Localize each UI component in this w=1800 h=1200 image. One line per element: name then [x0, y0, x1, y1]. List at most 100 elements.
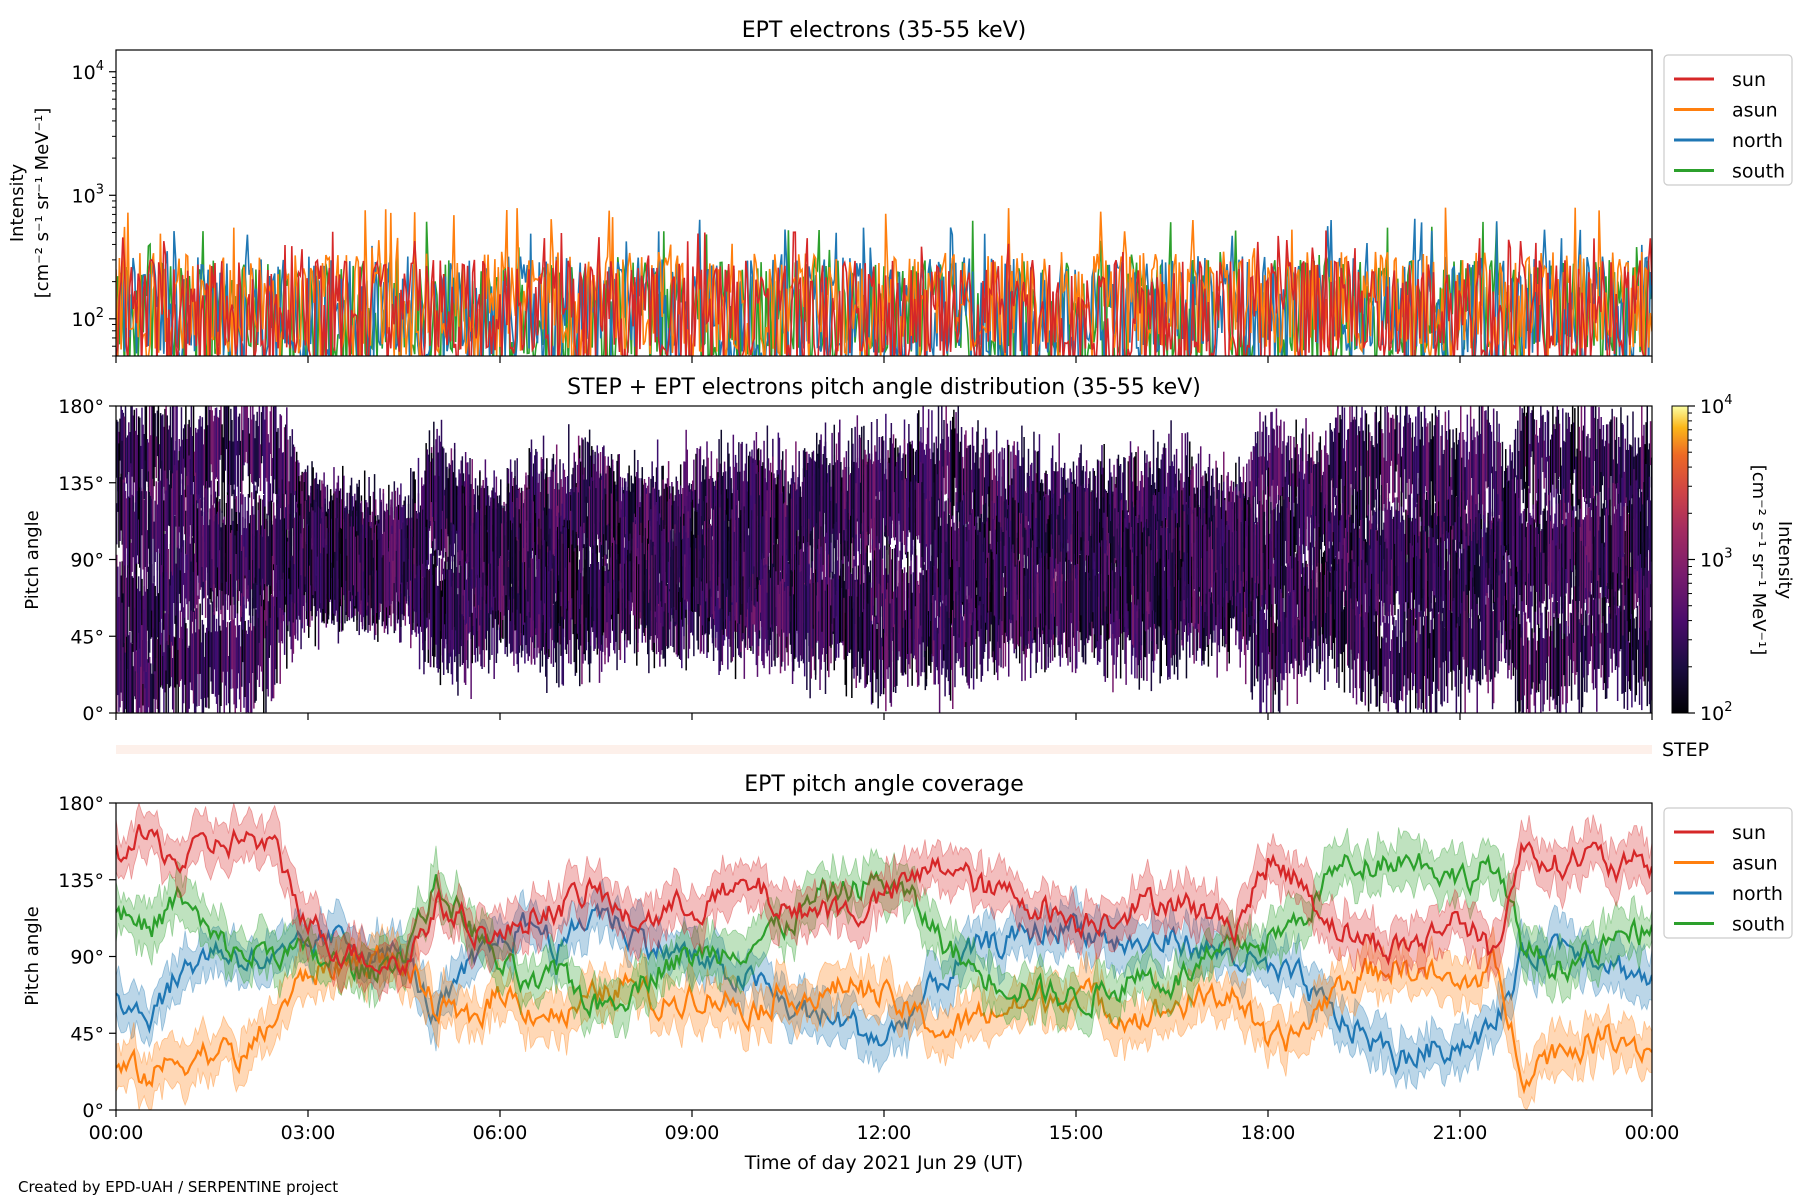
heatmap-cell	[124, 607, 127, 710]
heatmap-cell	[909, 441, 911, 533]
heatmap-cell	[892, 627, 895, 693]
heatmap-cell	[1032, 540, 1034, 639]
heatmap-cell	[835, 443, 838, 504]
heatmap-cell	[875, 499, 877, 559]
heatmap-cell	[1386, 509, 1388, 561]
heatmap-cell	[693, 534, 695, 587]
heatmap-cell	[701, 534, 704, 591]
heatmap-cell	[1427, 580, 1429, 679]
heatmap-cell	[230, 621, 232, 689]
heatmap-cell	[577, 573, 580, 650]
heatmap-cell	[1260, 467, 1262, 571]
heatmap-cell	[275, 588, 277, 670]
heatmap-cell	[137, 416, 140, 521]
heatmap-cell	[141, 491, 143, 536]
heatmap-cell	[645, 569, 648, 626]
heatmap-cell	[621, 487, 624, 594]
heatmap-cell	[1401, 647, 1404, 702]
heatmap-cell	[835, 616, 838, 658]
heatmap-cell	[1308, 434, 1311, 524]
heatmap-cell	[1322, 471, 1325, 535]
heatmap-cell	[160, 632, 163, 686]
heatmap-cell	[1065, 581, 1067, 654]
heatmap-cell	[798, 565, 800, 668]
heatmap-cell	[159, 413, 162, 469]
heatmap-cell	[1406, 620, 1408, 695]
heatmap-cell	[990, 488, 992, 574]
heatmap-cell	[896, 597, 898, 686]
heatmap-cell	[581, 437, 583, 550]
heatmap-cell	[999, 451, 1001, 568]
heatmap-cell	[1210, 521, 1213, 588]
heatmap-cell	[145, 566, 148, 672]
heatmap-cell	[1065, 515, 1067, 558]
heatmap-cell	[1285, 445, 1288, 495]
heatmap-cell	[492, 487, 494, 595]
heatmap-cell	[832, 578, 834, 632]
heatmap-cell	[1002, 577, 1004, 635]
heatmap-cell	[501, 523, 503, 638]
heatmap-cell	[367, 517, 369, 603]
heatmap-cell	[270, 594, 273, 702]
heatmap-cell	[939, 443, 942, 518]
heatmap-cell	[754, 503, 757, 589]
heatmap-cell	[1467, 459, 1470, 546]
heatmap-cell	[333, 567, 335, 614]
heatmap-cell	[1315, 463, 1317, 517]
heatmap-cell	[1091, 533, 1093, 622]
heatmap-cell	[1081, 470, 1083, 556]
heatmap-cell	[726, 514, 728, 597]
heatmap-cell	[1344, 536, 1347, 586]
heatmap-cell	[1377, 583, 1380, 676]
heatmap-cell	[301, 491, 303, 595]
heatmap-cell	[1136, 500, 1138, 612]
heatmap-cell	[704, 545, 706, 610]
heatmap-cell	[1041, 562, 1044, 631]
heatmap-cell	[1355, 406, 1358, 506]
heatmap-cell	[218, 417, 220, 497]
heatmap-cell	[141, 578, 143, 626]
heatmap-cell	[661, 530, 663, 581]
heatmap-cell	[732, 551, 735, 658]
heatmap-cell	[818, 538, 820, 637]
heatmap-cell	[698, 570, 701, 617]
heatmap-cell	[1214, 580, 1216, 643]
heatmap-cell	[928, 610, 931, 666]
heatmap-cell	[573, 492, 576, 570]
heatmap-cell	[934, 548, 936, 601]
heatmap-cell	[1191, 469, 1193, 577]
heatmap-cell	[280, 518, 283, 623]
heatmap-cell	[119, 418, 121, 461]
heatmap-cell	[973, 525, 976, 639]
heatmap-cell	[1413, 436, 1416, 535]
heatmap-cell	[921, 442, 923, 506]
heatmap-cell	[919, 455, 921, 544]
heatmap-cell	[1090, 535, 1092, 637]
heatmap-cell	[276, 582, 278, 684]
heatmap-cell	[153, 406, 155, 487]
heatmap-cell	[1164, 527, 1167, 602]
heatmap-cell	[1299, 536, 1302, 626]
heatmap-cell	[1039, 500, 1042, 597]
heatmap-cell	[994, 604, 997, 661]
heatmap-cell	[854, 579, 856, 640]
heatmap-cell	[1433, 563, 1436, 614]
heatmap-cell	[884, 632, 886, 689]
heatmap-cell	[1149, 467, 1152, 582]
heatmap-cell	[150, 554, 152, 639]
heatmap-cell	[637, 548, 639, 643]
heatmap-cell	[482, 480, 484, 573]
heatmap-cell	[1463, 439, 1465, 491]
heatmap-cell	[1175, 527, 1178, 634]
heatmap-cell	[796, 489, 798, 531]
heatmap-cell	[1381, 482, 1383, 575]
heatmap-cell	[534, 455, 536, 531]
heatmap-cell	[358, 554, 360, 614]
heatmap-cell	[1228, 529, 1230, 596]
heatmap-cell	[1342, 545, 1345, 592]
heatmap-cell	[769, 462, 772, 565]
heatmap-cell	[546, 458, 548, 572]
heatmap-cell	[825, 458, 828, 517]
heatmap-cell	[824, 422, 827, 525]
heatmap-cell	[1440, 435, 1442, 538]
